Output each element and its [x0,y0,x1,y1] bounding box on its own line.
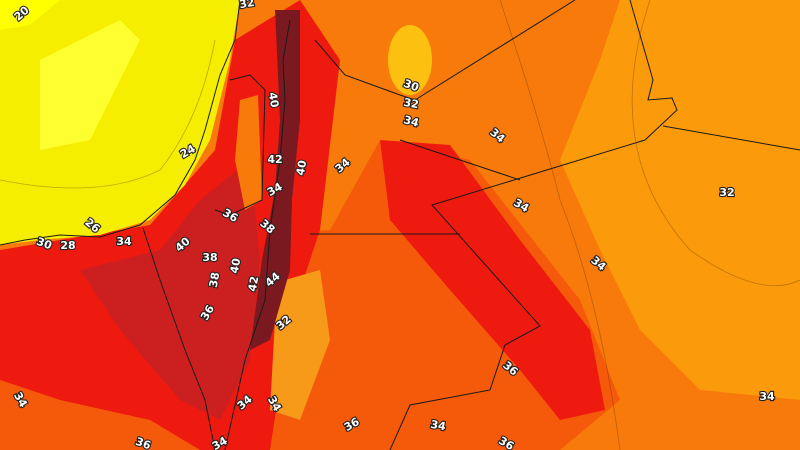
border-line [142,227,216,450]
contour-label: 30 [402,77,421,95]
contour-label: 34 [429,418,447,434]
contour-line [631,0,800,287]
contour-label: 32 [402,96,419,111]
contour-label: 34 [402,113,420,130]
region-dark-red [80,160,260,420]
contour-label: 32 [719,186,734,199]
border-line [224,19,291,450]
border-line [662,125,800,151]
contour-label: 28 [60,239,75,252]
contour-line [0,39,216,189]
coastline [0,0,241,246]
region-darkest-red-rift [250,10,300,350]
border-line [389,0,678,450]
contour-label: 34 [759,390,775,403]
region-orange-light-east [560,0,800,400]
contour-label: 38 [202,251,217,264]
border-line [399,139,521,181]
contour-label: 40 [266,91,282,109]
region-orange-ridge [235,95,262,210]
region-cool-yellow [0,0,60,30]
contour-label: 34 [116,235,132,248]
contour-label: 30 [35,235,54,253]
border-line [214,74,266,216]
contour-label: 38 [207,271,222,288]
region-cool-yellow-2 [40,20,140,150]
contour-label: 40 [294,159,310,177]
contour-label: 42 [246,275,261,292]
contour-label: 40 [228,257,244,275]
contour-line [499,0,621,450]
region-yellow-hill [388,25,432,95]
contour-label: 36 [134,435,153,450]
region-orange-hills [270,270,330,420]
border-line [314,0,576,101]
contour-label: 42 [267,153,282,166]
